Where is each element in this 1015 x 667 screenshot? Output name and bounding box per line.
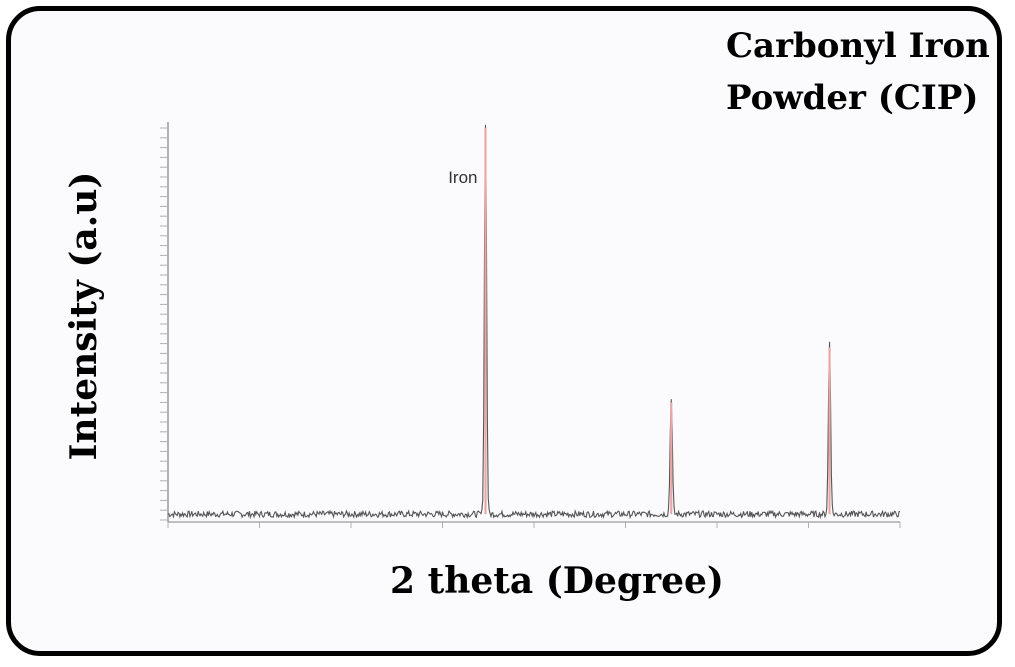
- axes-layer: [160, 122, 901, 528]
- x-axis-label: 2 theta (Degree): [390, 560, 724, 602]
- annotation-layer: Iron: [448, 168, 477, 187]
- chart-frame: [6, 6, 1002, 656]
- chart-title-line-2: Powder (CIP): [726, 78, 979, 118]
- peak-annotation: Iron: [448, 168, 477, 187]
- xrd-pattern-line: [167, 124, 901, 520]
- series-layer: [167, 124, 901, 520]
- y-axis-label: Intensity (a.u): [63, 171, 105, 461]
- chart-title-line-1: Carbonyl Iron: [726, 26, 990, 66]
